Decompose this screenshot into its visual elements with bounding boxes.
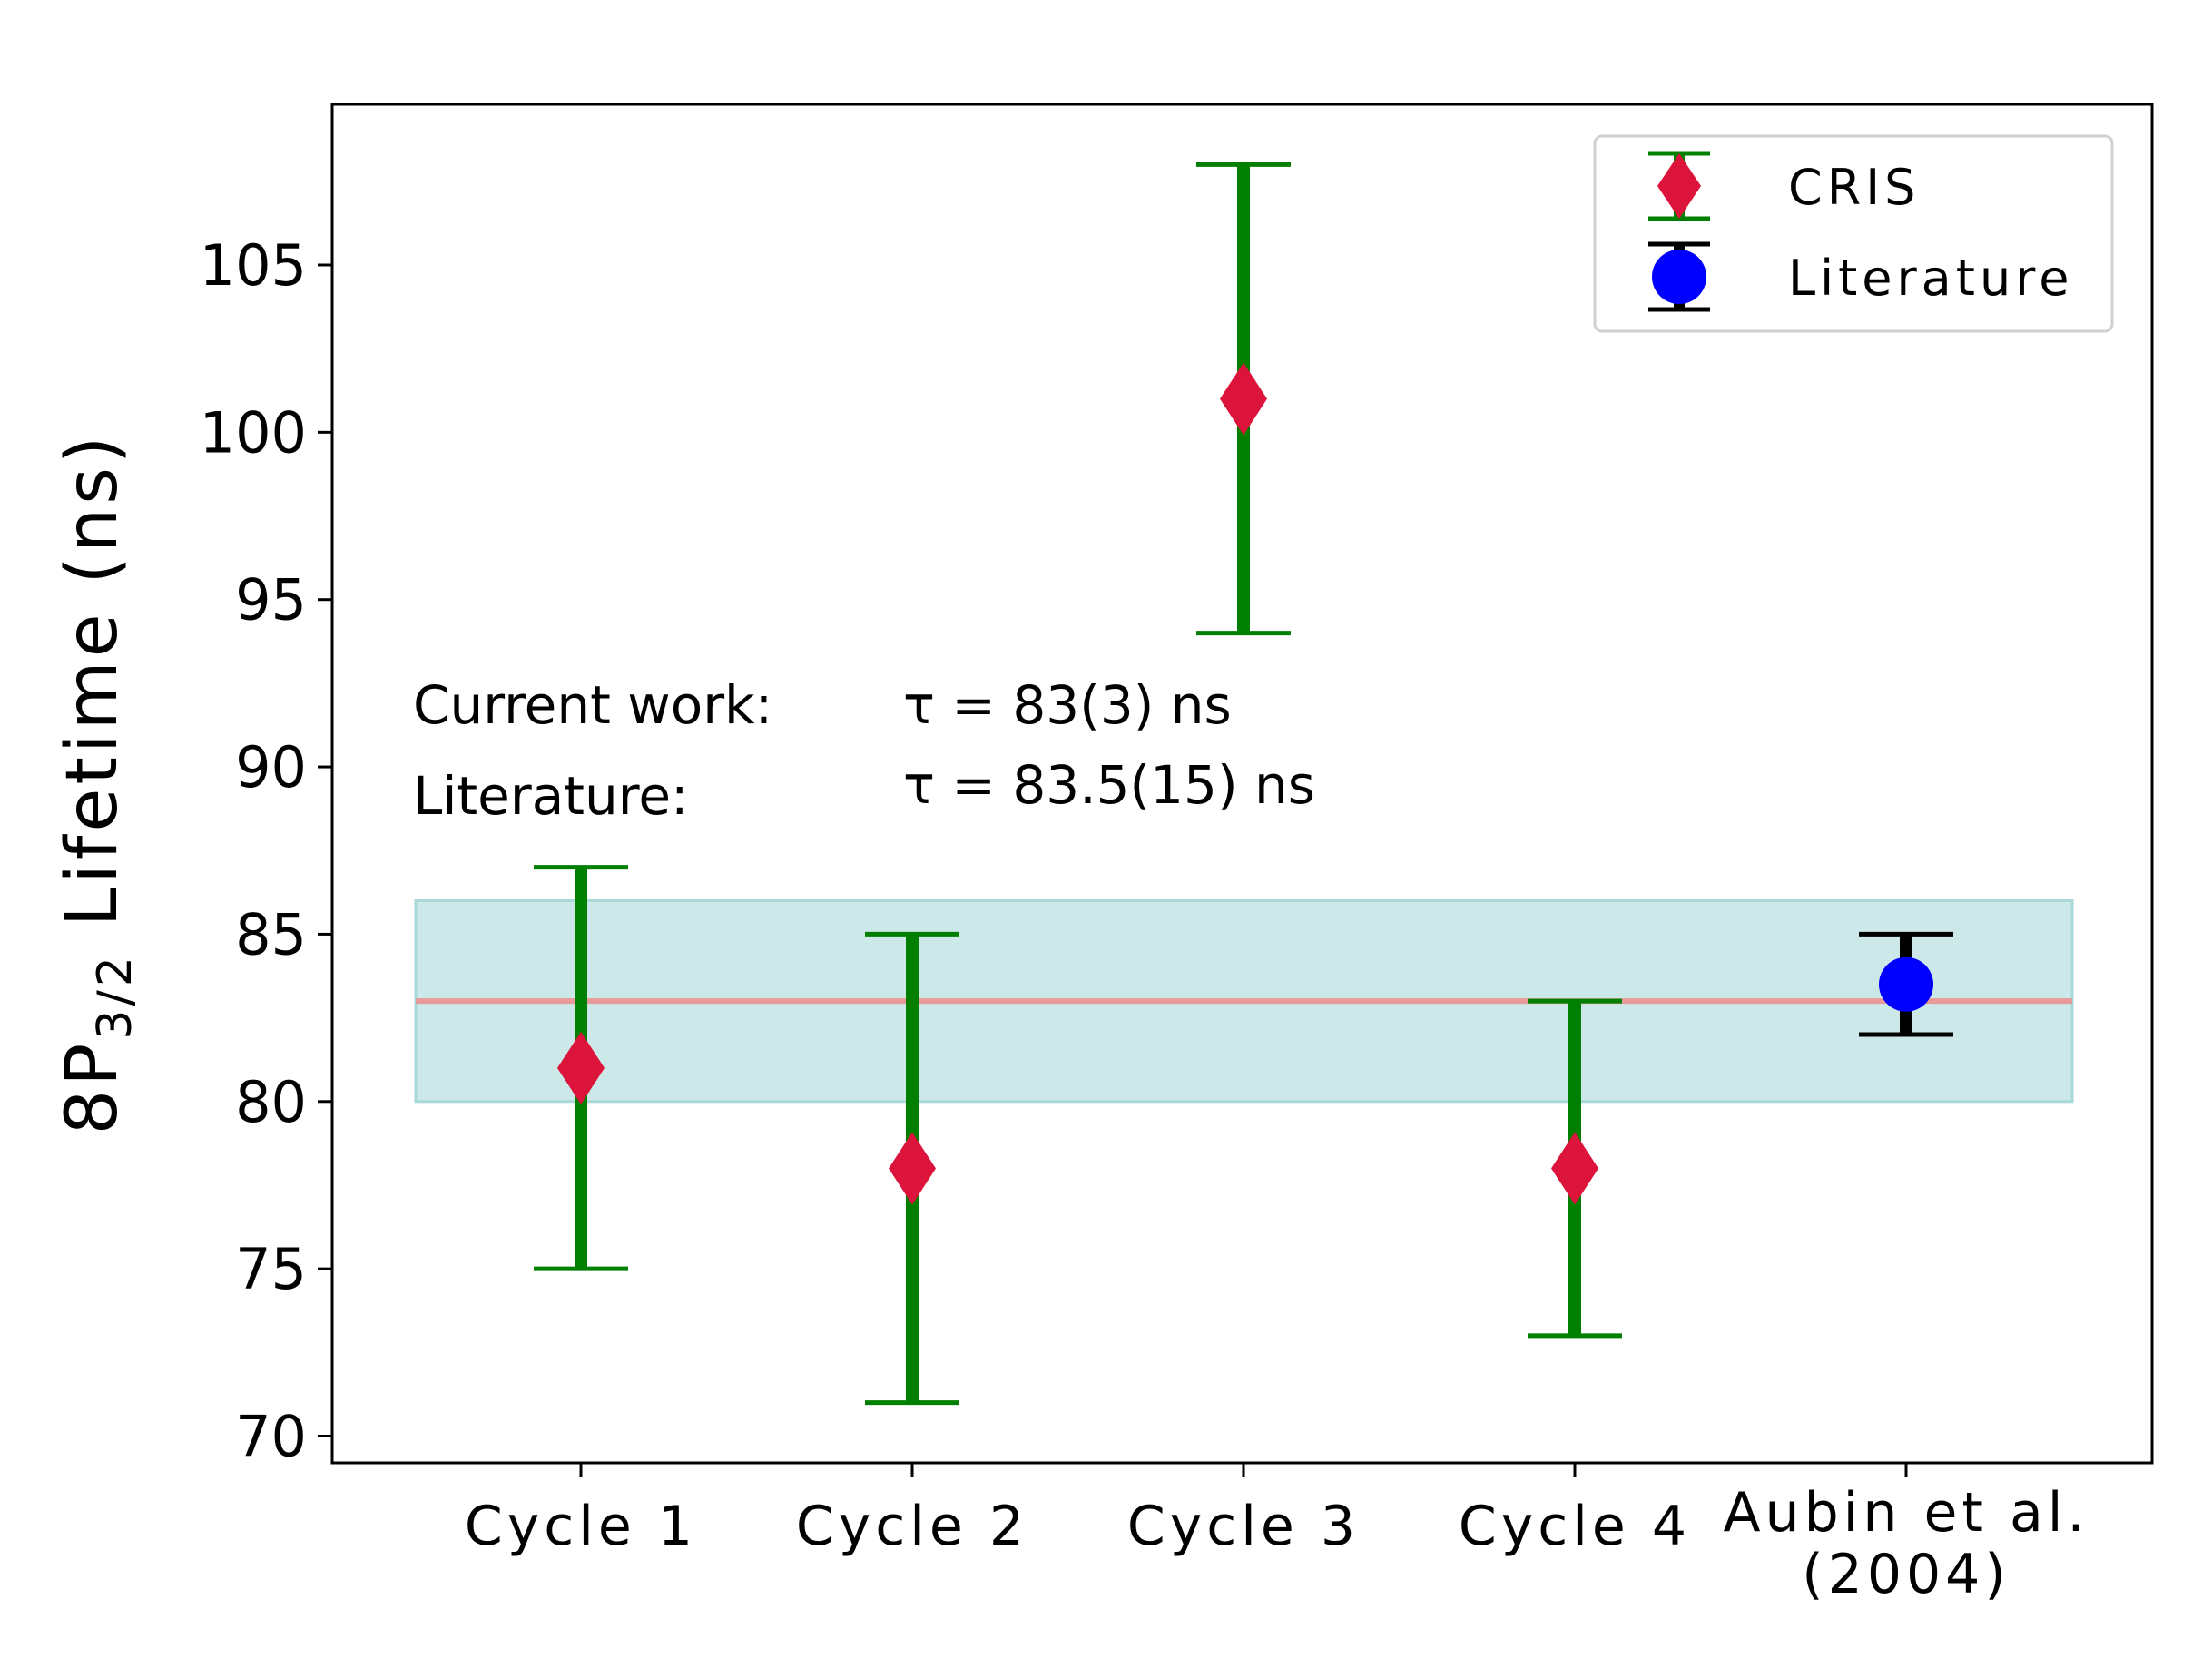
data-point [1859, 931, 1953, 1037]
legend-circle-marker [1652, 250, 1706, 304]
x-axis-ticks: Cycle 1 Cycle 2 Cycle 3 Cycle 4 Aubin et al.… [465, 1463, 2089, 1606]
diamond-marker [1551, 1132, 1598, 1205]
data-point [534, 865, 628, 1271]
annotation-value: τ = 83.5(15) ns [903, 754, 1315, 816]
legend-label: Literature [1788, 250, 2073, 307]
diamond-marker [1220, 362, 1267, 436]
annotation-value: τ = 83(3) ns [903, 674, 1232, 736]
x-tick-label: Cycle 4 [1459, 1495, 1691, 1558]
legend-label: CRIS [1788, 159, 1920, 216]
y-tick-label: 95 [235, 567, 307, 633]
y-tick-label: 70 [235, 1404, 307, 1470]
y-tick-label: 100 [200, 399, 307, 466]
x-tick-label: Cycle 2 [796, 1495, 1028, 1558]
y-tick-label: 75 [235, 1236, 307, 1302]
data-point [865, 931, 959, 1406]
x-tick-label: Aubin et al. [1724, 1481, 2089, 1545]
x-tick-label: Cycle 1 [465, 1495, 697, 1558]
circle-marker [1879, 957, 1933, 1012]
y-tick-label: 105 [200, 232, 307, 299]
y-axis-ticks: 70 75 80 85 90 95 100 105 [200, 232, 332, 1470]
legend-diamond-marker [1657, 153, 1701, 219]
x-tick-label: Cycle 3 [1127, 1495, 1360, 1558]
diamond-marker [889, 1132, 936, 1205]
annotation-label: Current work: [413, 674, 772, 736]
annotation-text: Current work: τ = 83(3) ns Literature: τ = … [413, 674, 1315, 827]
y-tick-label: 90 [235, 734, 307, 800]
y-tick-label: 85 [235, 901, 307, 967]
diamond-marker [557, 1031, 605, 1104]
annotation-label: Literature: [413, 765, 689, 827]
legend-box [1593, 134, 2114, 333]
legend: CRIS Literature [1593, 134, 2114, 333]
data-points-layer [534, 162, 1953, 1406]
x-tick-label: (2004) [1802, 1543, 2010, 1606]
data-point [1528, 998, 1622, 1339]
y-tick-label: 80 [235, 1069, 307, 1135]
data-point [1196, 162, 1291, 636]
y-axis-label: 8P3/2 Lifetime (ns) [52, 433, 143, 1135]
